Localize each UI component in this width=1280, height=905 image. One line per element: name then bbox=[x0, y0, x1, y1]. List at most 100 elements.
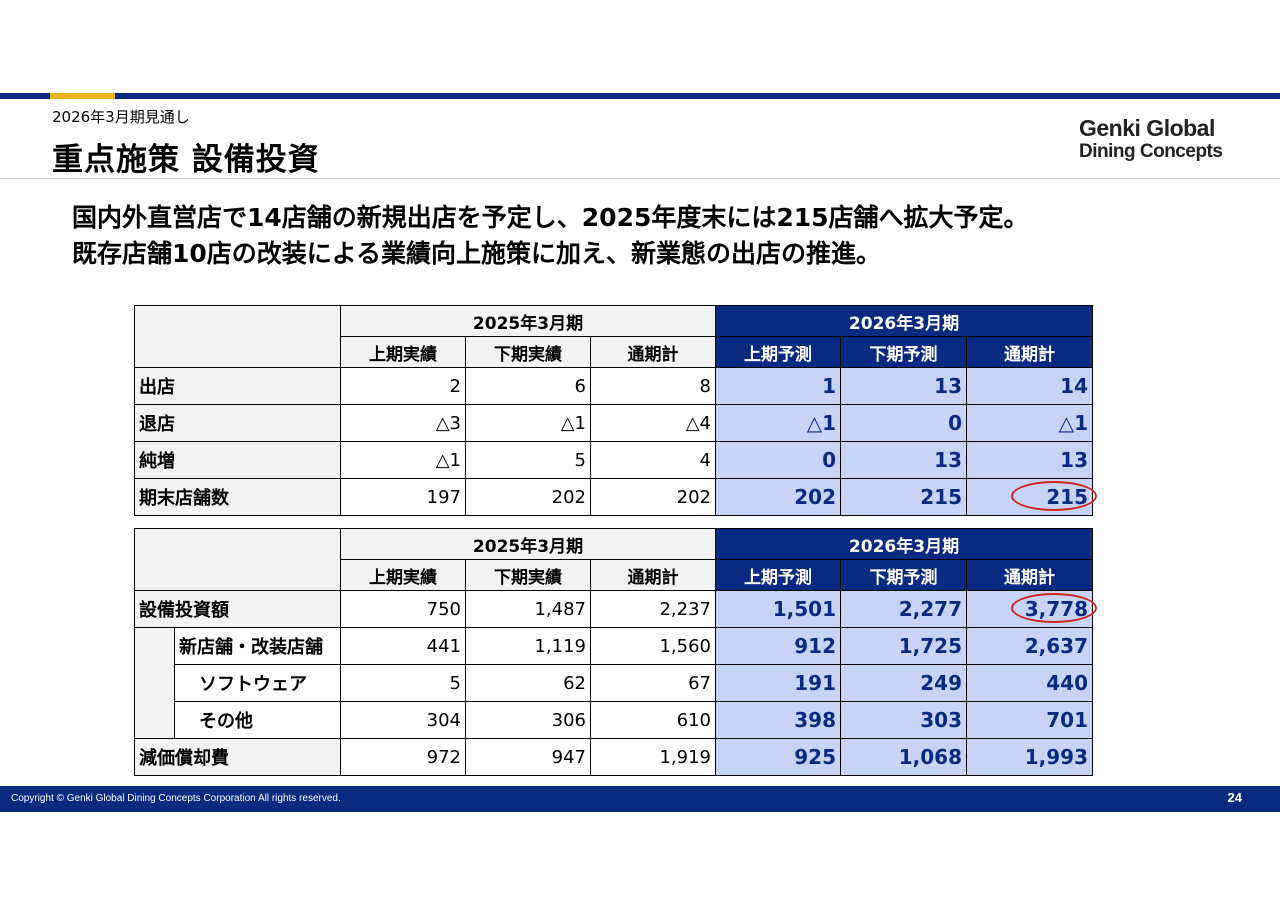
stores-table: 2025年3月期 2026年3月期 上期実績 下期実績 通期計 上期予測 下期予… bbox=[134, 305, 1097, 516]
column-header: 下期予測 bbox=[840, 559, 967, 591]
row-label: 減価償却費 bbox=[134, 738, 341, 776]
column-header: 下期予測 bbox=[840, 336, 967, 368]
table-row: 退店 △3 △1 △4 △1 0 △1 bbox=[134, 404, 1093, 442]
column-header: 上期予測 bbox=[715, 559, 841, 591]
sub-row-label: ソフトウェア bbox=[174, 664, 341, 702]
table-row: その他 304 306 610 398 303 701 bbox=[135, 701, 1093, 739]
value-cell: △1 bbox=[340, 441, 466, 479]
period-header-actual: 2025年3月期 bbox=[340, 528, 716, 560]
table-corner bbox=[134, 528, 341, 591]
indent-spacer bbox=[134, 627, 175, 739]
value-cell: 947 bbox=[465, 738, 591, 776]
page-number: 24 bbox=[1227, 790, 1242, 805]
value-cell: 2,237 bbox=[590, 590, 716, 628]
value-cell: 610 bbox=[590, 701, 716, 739]
column-header: 上期予測 bbox=[715, 336, 841, 368]
forecast-cell: 440 bbox=[966, 664, 1093, 702]
forecast-cell: 1,068 bbox=[840, 738, 967, 776]
column-header: 通期計 bbox=[966, 336, 1093, 368]
capex-table: 2025年3月期 2026年3月期 上期実績 下期実績 通期計 上期予測 下期予… bbox=[134, 528, 1097, 776]
column-header: 通期計 bbox=[966, 559, 1093, 591]
forecast-cell: 13 bbox=[840, 367, 967, 405]
forecast-cell: 2,277 bbox=[840, 590, 967, 628]
row-label: 期末店舗数 bbox=[134, 478, 341, 516]
column-header: 下期実績 bbox=[465, 336, 591, 368]
table-row: 出店 2 6 8 1 13 14 bbox=[134, 367, 1093, 405]
value-cell: 5 bbox=[465, 441, 591, 479]
highlight-oval bbox=[1011, 481, 1097, 511]
value-cell: 441 bbox=[340, 627, 466, 665]
slide-kicker: 2026年3月期見通し bbox=[52, 108, 190, 126]
value-cell: 1,119 bbox=[465, 627, 591, 665]
value-cell: 202 bbox=[590, 478, 716, 516]
value-cell: 197 bbox=[340, 478, 466, 516]
sub-row-label: 新店舗・改装店舗 bbox=[174, 627, 341, 665]
value-cell: △3 bbox=[340, 404, 466, 442]
title-divider bbox=[0, 178, 1280, 179]
forecast-cell: 1,725 bbox=[840, 627, 967, 665]
value-cell: 304 bbox=[340, 701, 466, 739]
table-row: 期末店舗数 197 202 202 202 215 215 bbox=[134, 478, 1097, 516]
forecast-cell: 13 bbox=[840, 441, 967, 479]
forecast-cell: 1,993 bbox=[966, 738, 1093, 776]
value-cell: 6 bbox=[465, 367, 591, 405]
value-cell: 1,560 bbox=[590, 627, 716, 665]
table-row: 設備投資額 750 1,487 2,237 1,501 2,277 3,778 bbox=[134, 590, 1097, 628]
value-cell: △1 bbox=[465, 404, 591, 442]
lead-line-2: 既存店舗10店の改装による業績向上施策に加え、新業態の出店の推進。 bbox=[72, 239, 882, 268]
column-header: 上期実績 bbox=[340, 559, 466, 591]
value-cell: 5 bbox=[340, 664, 466, 702]
forecast-cell: △1 bbox=[966, 404, 1093, 442]
table-row: 新店舗・改装店舗 441 1,119 1,560 912 1,725 2,637 bbox=[134, 627, 1093, 739]
value-cell: 2 bbox=[340, 367, 466, 405]
value-cell: △4 bbox=[590, 404, 716, 442]
slide-title: 重点施策 設備投資 bbox=[52, 142, 320, 178]
highlighted-forecast-cell: 215 bbox=[966, 478, 1097, 516]
forecast-cell: 14 bbox=[966, 367, 1093, 405]
sub-row-label: その他 bbox=[174, 701, 341, 739]
forecast-cell: 202 bbox=[715, 478, 841, 516]
company-logo: Genki Global Dining Concepts bbox=[1079, 115, 1249, 163]
column-header: 通期計 bbox=[590, 559, 716, 591]
value-cell: 1,919 bbox=[590, 738, 716, 776]
value-cell: 202 bbox=[465, 478, 591, 516]
forecast-cell: 2,637 bbox=[966, 627, 1093, 665]
forecast-cell: 303 bbox=[840, 701, 967, 739]
value-cell: 8 bbox=[590, 367, 716, 405]
highlight-oval bbox=[1011, 593, 1097, 623]
value-cell: 67 bbox=[590, 664, 716, 702]
value-cell: 1,487 bbox=[465, 590, 591, 628]
forecast-cell: 912 bbox=[715, 627, 841, 665]
row-label: 退店 bbox=[134, 404, 341, 442]
column-header: 下期実績 bbox=[465, 559, 591, 591]
forecast-cell: 1,501 bbox=[715, 590, 841, 628]
value-cell: 972 bbox=[340, 738, 466, 776]
copyright-text: Copyright © Genki Global Dining Concepts… bbox=[11, 793, 341, 804]
forecast-cell: △1 bbox=[715, 404, 841, 442]
forecast-cell: 215 bbox=[840, 478, 967, 516]
table-row: 減価償却費 972 947 1,919 925 1,068 1,993 bbox=[134, 738, 1093, 776]
forecast-cell: 249 bbox=[840, 664, 967, 702]
header-accent bbox=[50, 93, 115, 99]
forecast-cell: 1 bbox=[715, 367, 841, 405]
logo-line-2: Dining Concepts bbox=[1079, 141, 1223, 162]
value-cell: 750 bbox=[340, 590, 466, 628]
forecast-cell: 13 bbox=[966, 441, 1093, 479]
table-row: ソフトウェア 5 62 67 191 249 440 bbox=[135, 664, 1093, 702]
forecast-cell: 398 bbox=[715, 701, 841, 739]
period-header-actual: 2025年3月期 bbox=[340, 305, 716, 337]
logo-line-1: Genki Global bbox=[1079, 115, 1215, 141]
row-label: 出店 bbox=[134, 367, 341, 405]
period-header-forecast: 2026年3月期 bbox=[715, 305, 1093, 337]
forecast-cell: 925 bbox=[715, 738, 841, 776]
table-row: 純増 △1 5 4 0 13 13 bbox=[134, 441, 1093, 479]
column-header: 通期計 bbox=[590, 336, 716, 368]
forecast-cell: 0 bbox=[715, 441, 841, 479]
lead-text: 国内外直営店で14店舗の新規出店を予定し、2025年度末には215店舗へ拡大予定… bbox=[72, 200, 1272, 272]
column-header: 上期実績 bbox=[340, 336, 466, 368]
footer-bar: Copyright © Genki Global Dining Concepts… bbox=[0, 786, 1280, 812]
row-label: 純増 bbox=[134, 441, 341, 479]
value-cell: 4 bbox=[590, 441, 716, 479]
highlighted-forecast-cell: 3,778 bbox=[966, 590, 1097, 628]
row-label: 設備投資額 bbox=[134, 590, 341, 628]
